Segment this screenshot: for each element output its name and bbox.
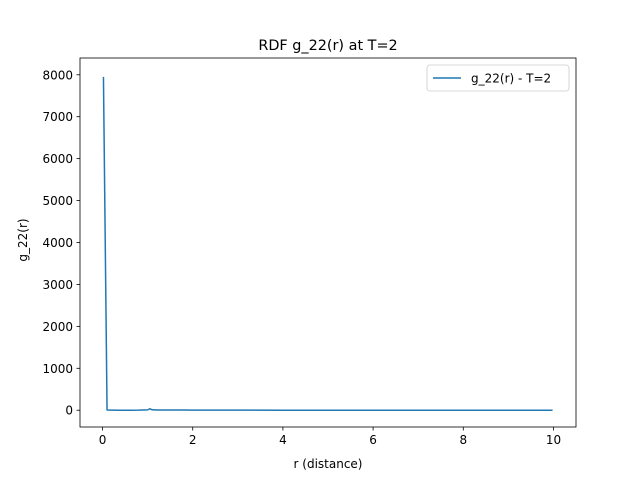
x-tick-label-3: 6 [369,433,377,447]
y-tick-label-3: 3000 [42,278,73,292]
series-line-0 [102,76,553,411]
y-tick-label-5: 5000 [42,194,73,208]
x-tick-label-5: 10 [546,433,561,447]
y-tick-label-4: 4000 [42,236,73,250]
x-tick-label-2: 4 [279,433,287,447]
y-tick-label-2: 2000 [42,320,73,334]
chart-title: RDF g_22(r) at T=2 [258,38,397,54]
x-tick-label-1: 2 [189,433,197,447]
x-tick-label-0: 0 [99,433,107,447]
y-tick-label-0: 0 [65,404,73,418]
y-tick-label-1: 1000 [42,362,73,376]
plot-area: 0 2 4 6 8 10 0 1000 2000 3000 4000 5000 6000 7000 8000… [42,57,577,447]
legend-box [426,64,570,92]
legend-label-0: g_22(r) - T=2 [471,72,551,86]
y-axis-label: g_22(r) [16,218,30,261]
x-axis-label: r (distance) [294,457,363,471]
y-tick-label-7: 7000 [42,110,73,124]
x-tick-label-4: 8 [459,433,467,447]
y-tick-label-6: 6000 [42,152,73,166]
y-tick-label-8: 8000 [42,68,73,82]
